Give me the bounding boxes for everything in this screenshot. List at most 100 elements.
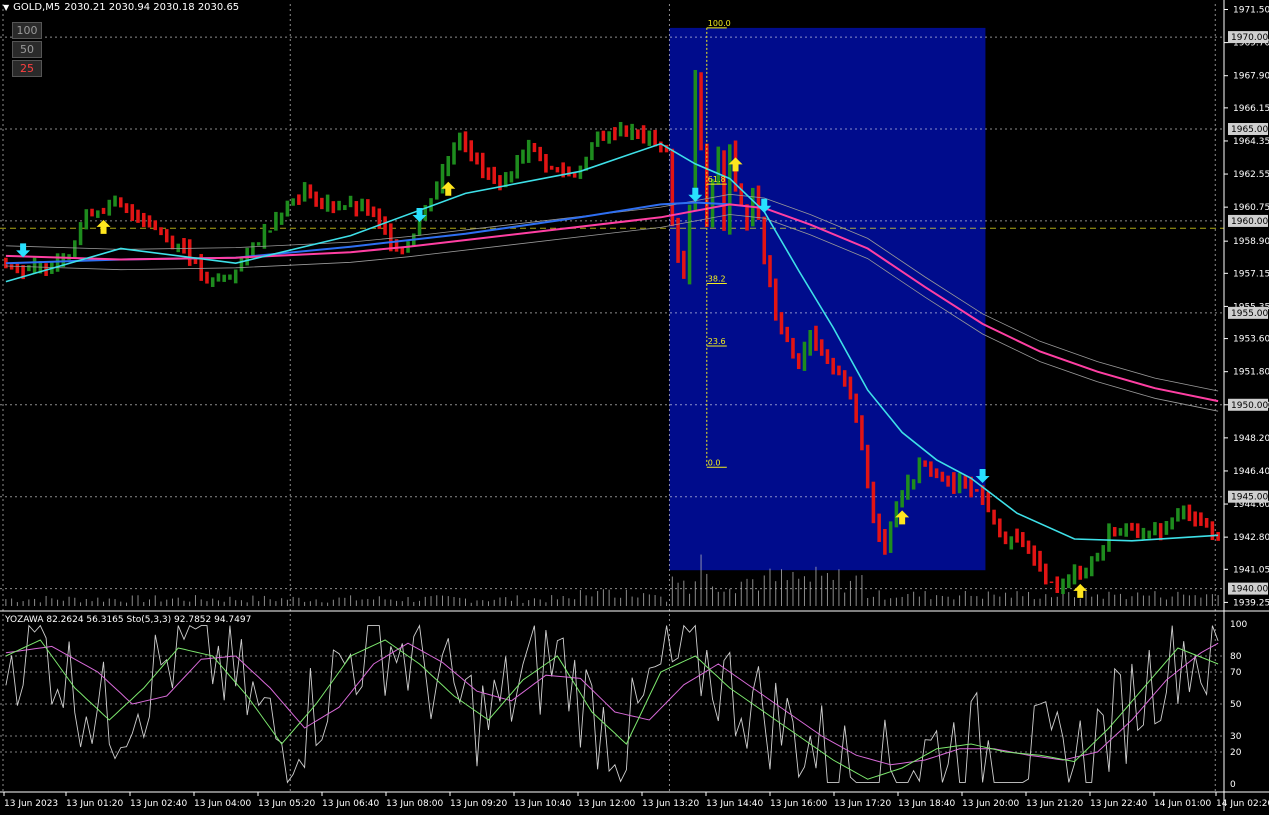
price-bar — [900, 490, 904, 508]
price-bar — [159, 227, 163, 236]
time-axis-label: 13 Jun 12:00 — [578, 799, 635, 809]
price-bar — [848, 376, 853, 400]
price-bar — [601, 130, 606, 141]
price-bar — [923, 460, 927, 467]
price-level-box-label: 1965.00 — [1231, 125, 1268, 135]
price-level-box-label: 1945.00 — [1231, 493, 1268, 503]
level-button-50[interactable]: 50 — [12, 41, 42, 58]
price-bar — [366, 199, 370, 216]
price-bar — [693, 69, 698, 211]
buy-arrow-icon — [441, 181, 456, 196]
time-axis-label: 13 Jun 21:20 — [1026, 799, 1083, 809]
price-bar — [32, 257, 37, 274]
price-bar — [549, 165, 554, 170]
price-bar — [1043, 563, 1048, 585]
fibo-level-label: 23.6 — [708, 337, 726, 346]
price-axis-label: 1953.60 — [1233, 335, 1269, 345]
price-bar — [595, 131, 600, 147]
oscillator-scale-label: 70 — [1230, 668, 1242, 678]
price-bar — [15, 263, 20, 274]
level-button-100[interactable]: 100 — [12, 22, 42, 39]
price-bar — [1147, 530, 1151, 539]
time-axis-label: 13 Jun 18:40 — [898, 799, 955, 809]
price-bar — [613, 127, 617, 141]
time-axis-label: 13 Jun 06:40 — [322, 799, 379, 809]
price-level-box-label: 1940.00 — [1231, 585, 1268, 595]
time-axis-label: 13 Jun 14:40 — [706, 799, 763, 809]
price-bar — [377, 208, 382, 229]
price-bar — [498, 175, 502, 191]
price-bar — [1026, 540, 1031, 554]
price-bar — [515, 154, 519, 179]
price-bar — [348, 195, 353, 208]
time-axis-label: 13 Jun 10:40 — [514, 799, 571, 809]
oscillator-scale-label: 30 — [1230, 732, 1242, 742]
sell-arrow-icon — [16, 243, 31, 258]
price-bar — [1095, 552, 1100, 562]
price-bar — [193, 257, 198, 264]
price-bar — [934, 468, 939, 479]
price-bar — [768, 255, 772, 288]
sell-arrow-icon — [975, 469, 990, 484]
price-bar — [837, 365, 841, 376]
price-bar — [796, 353, 801, 370]
price-bar — [561, 162, 565, 178]
price-bar — [526, 139, 531, 163]
price-bar — [314, 191, 318, 207]
price-bar — [952, 472, 956, 494]
price-bar — [297, 194, 301, 205]
price-bar — [153, 220, 158, 231]
price-bar — [1078, 565, 1083, 580]
price-bar — [1181, 505, 1186, 520]
price-bar — [1158, 523, 1163, 541]
time-axis-label: 13 Jun 01:20 — [66, 799, 123, 809]
price-bar — [84, 209, 89, 230]
price-bar — [1210, 521, 1215, 541]
price-bar — [1101, 545, 1105, 561]
price-level-box — [1228, 398, 1268, 411]
price-bar — [268, 230, 272, 233]
price-level-box-label: 1970.00 — [1231, 33, 1268, 43]
fibo-level-label: 0.0 — [708, 458, 721, 467]
yozawa-line — [5, 624, 1219, 784]
fibo-level-label: 61.8 — [708, 175, 726, 184]
price-bar — [963, 475, 968, 489]
price-bar — [78, 222, 83, 246]
buy-arrow-icon — [1073, 583, 1088, 598]
price-bar — [331, 201, 336, 214]
price-bar — [808, 329, 812, 356]
price-bar — [544, 154, 548, 173]
price-bar — [865, 444, 870, 489]
stochastic-main-line — [5, 639, 1219, 780]
price-bar — [1118, 528, 1123, 536]
price-bar — [567, 166, 571, 177]
level-button-25[interactable]: 25 — [12, 60, 42, 77]
price-bar — [532, 142, 537, 153]
collapse-caret-icon[interactable]: ▼ — [3, 2, 10, 12]
price-bar — [182, 238, 186, 254]
price-bar — [96, 210, 100, 218]
range-box — [669, 27, 986, 571]
price-bar — [992, 509, 996, 525]
price-bar — [1038, 550, 1042, 572]
price-bar — [228, 274, 232, 280]
time-axis-label: 13 Jun 22:40 — [1090, 799, 1147, 809]
price-bar — [607, 131, 611, 144]
price-bar — [251, 242, 255, 257]
price-bar — [618, 121, 623, 137]
envelope-upper-line — [5, 193, 1219, 392]
price-bar — [682, 250, 686, 279]
oscillator-scale-label: 0 — [1230, 780, 1236, 790]
price-bar — [429, 198, 433, 212]
price-axis-label: 1967.90 — [1233, 72, 1269, 82]
price-bar — [233, 269, 238, 284]
price-bar — [1135, 523, 1140, 538]
price-axis-label: 1966.15 — [1233, 104, 1269, 114]
price-bar — [107, 199, 112, 216]
price-bar — [664, 144, 669, 153]
price-bar — [728, 144, 732, 235]
price-bar — [986, 491, 991, 513]
price-bar — [136, 209, 140, 223]
